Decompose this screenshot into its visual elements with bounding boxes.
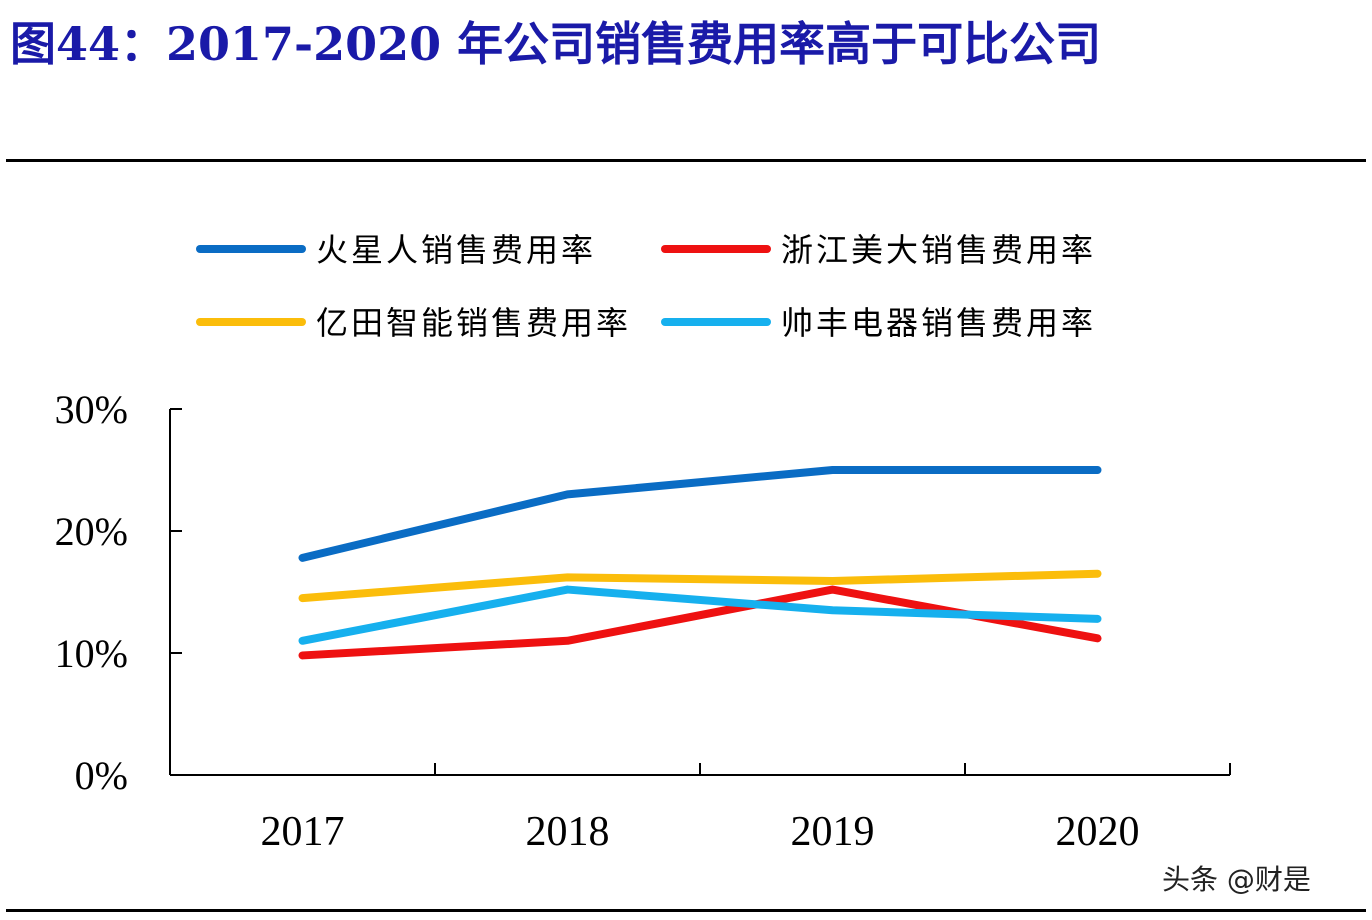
x-tick-label: 2018 bbox=[526, 809, 610, 855]
y-tick-label: 10% bbox=[55, 631, 128, 676]
series-line bbox=[298, 466, 1102, 562]
legend-label: 火星人销售费用率 bbox=[316, 231, 596, 269]
y-tick-label: 30% bbox=[55, 387, 128, 432]
legend-label: 帅丰电器销售费用率 bbox=[781, 304, 1096, 342]
series-line bbox=[298, 585, 1102, 645]
x-tick-label: 2019 bbox=[791, 809, 875, 855]
chart-title: 图44：2017-2020 年公司销售费用率高于可比公司 bbox=[10, 17, 1102, 71]
bottom-rule bbox=[6, 909, 1366, 912]
legend-label: 浙江美大销售费用率 bbox=[781, 231, 1096, 269]
x-tick-label: 2020 bbox=[1056, 809, 1140, 855]
legend-label: 亿田智能销售费用率 bbox=[316, 304, 631, 342]
series-line bbox=[298, 569, 1102, 603]
top-rule bbox=[6, 159, 1366, 162]
y-tick-label: 0% bbox=[75, 753, 128, 798]
y-tick-label: 20% bbox=[55, 509, 128, 554]
x-tick-label: 2017 bbox=[261, 809, 345, 855]
watermark: 头条 @财是 bbox=[1162, 863, 1311, 896]
